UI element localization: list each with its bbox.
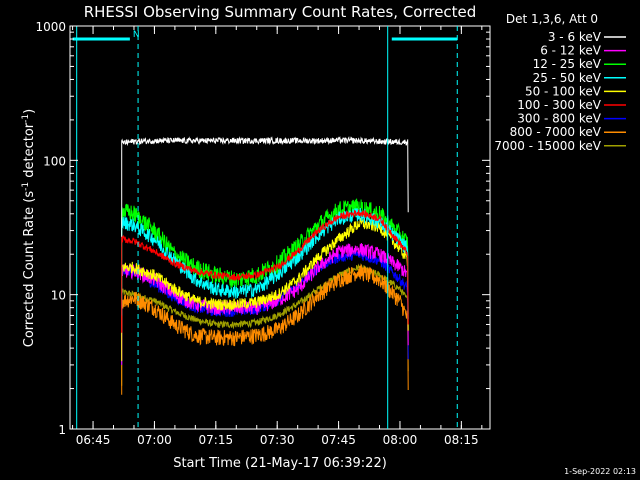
y-label-base: Corrected Count Rate (s — [22, 191, 37, 348]
series-trace — [121, 243, 409, 365]
x-tick-label: 07:15 — [199, 433, 234, 447]
x-tick-label: 06:45 — [76, 433, 111, 447]
y-label-end: ) — [22, 109, 37, 114]
legend-label: 25 - 50 keV — [533, 71, 602, 85]
series-trace — [121, 136, 409, 237]
plot-area: N 06:45 07:00 07:15 07:30 07:45 08:00 08:15 11… — [35, 20, 491, 447]
legend-label: 300 - 800 keV — [517, 112, 601, 126]
legend-label: 7000 - 15000 keV — [494, 139, 601, 153]
night-marker-label: N — [133, 30, 140, 40]
legend-label: 800 - 7000 keV — [510, 125, 602, 139]
series-trace — [121, 264, 409, 395]
x-tick-label: 07:00 — [137, 433, 172, 447]
chart-title: RHESSI Observing Summary Count Rates, Co… — [84, 3, 477, 21]
legend-label: 3 - 6 keV — [548, 30, 602, 44]
x-tick-label: 08:15 — [444, 433, 479, 447]
y-axis-label: Corrected Count Rate (s-1 detector-1) — [21, 109, 37, 347]
x-tick-label: 07:45 — [321, 433, 356, 447]
y-tick-label: 10 — [51, 289, 66, 303]
x-axis-label: Start Time (21-May-17 06:39:22) — [173, 456, 387, 471]
y-tick-label: 1000 — [35, 20, 66, 34]
y-tick-label: 100 — [43, 154, 66, 168]
x-tick-label: 07:30 — [260, 433, 295, 447]
x-tick-label: 08:00 — [383, 433, 418, 447]
y-label-mid: detector — [22, 122, 37, 182]
series-group — [121, 136, 409, 395]
legend-label: 100 - 300 keV — [517, 98, 601, 112]
legend-title: Det 1,3,6, Att 0 — [506, 12, 598, 26]
series-trace — [121, 209, 409, 333]
y-label-sup2: -1 — [21, 114, 31, 123]
plot-frame — [69, 25, 491, 430]
y-label-sup1: -1 — [21, 182, 31, 191]
legend-label: 6 - 12 keV — [540, 44, 602, 58]
legend-label: 12 - 25 keV — [533, 57, 602, 71]
y-axis: 1 10 100 1000 — [35, 20, 490, 437]
legend-label: 50 - 100 keV — [525, 84, 602, 98]
x-axis: 06:45 07:00 07:15 07:30 07:45 08:00 08:15 — [72, 26, 483, 447]
y-tick-label: 1 — [58, 423, 66, 437]
footer-date: 1-Sep-2022 02:13 — [564, 467, 636, 476]
night-markers: N — [72, 26, 458, 429]
